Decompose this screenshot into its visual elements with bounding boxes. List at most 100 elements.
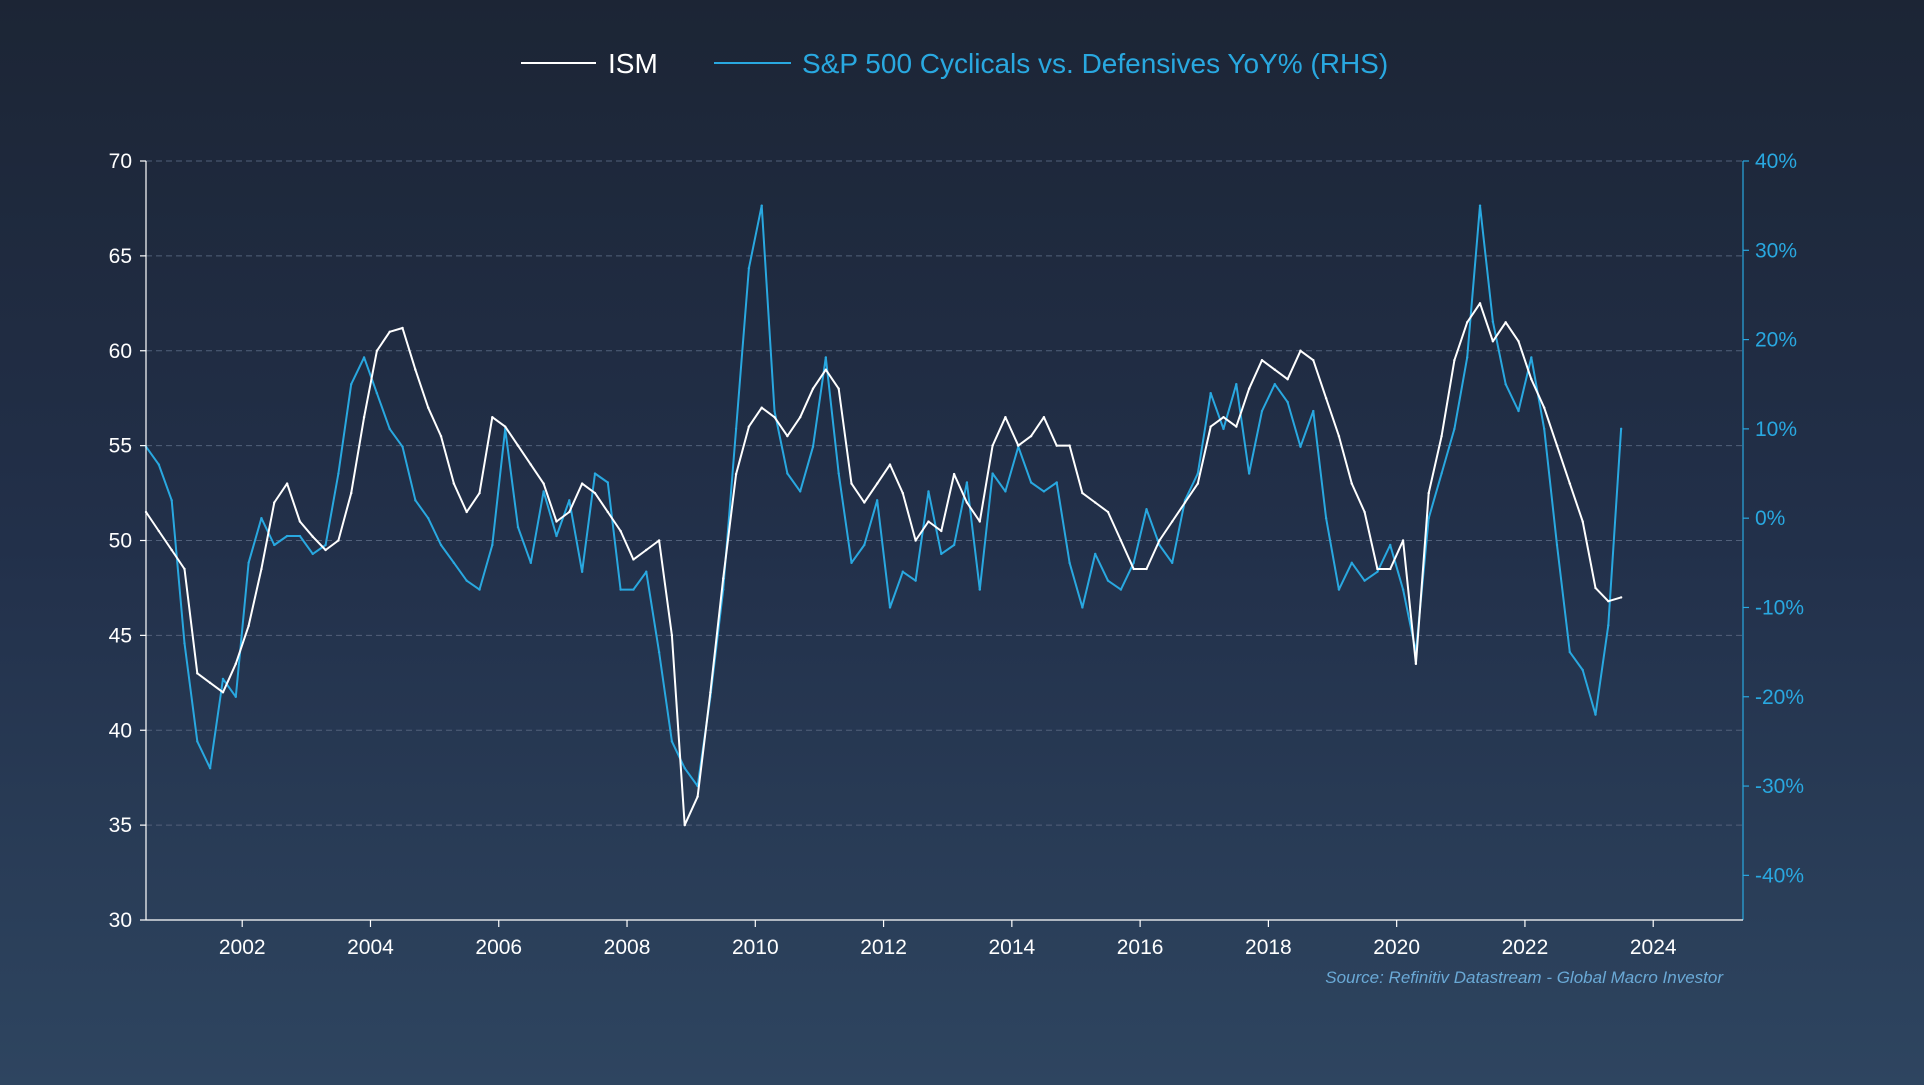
ratio-point	[555, 534, 558, 538]
ratio-point	[247, 561, 250, 565]
ism-point	[568, 510, 571, 514]
ism-point	[1209, 425, 1212, 428]
ratio-point	[1478, 204, 1482, 207]
ratio-point	[580, 570, 584, 573]
ratio-point	[1427, 516, 1430, 520]
ism-point	[1376, 567, 1379, 571]
ism-point	[1170, 520, 1174, 523]
ism-point	[439, 434, 443, 438]
ism-point	[606, 510, 609, 514]
ism-point	[542, 482, 545, 485]
ratio-point	[734, 427, 738, 431]
ism-point	[683, 823, 686, 827]
ism-point	[337, 539, 340, 542]
ratio-point	[375, 391, 379, 395]
ratio-point	[337, 472, 340, 475]
ratio-point	[978, 588, 981, 591]
ism-point	[324, 548, 327, 552]
left-tick-label: 45	[109, 624, 132, 647]
ratio-point	[1209, 391, 1212, 395]
ratio-point	[1042, 490, 1046, 493]
ism-point	[709, 691, 712, 694]
ratio-point	[1453, 427, 1456, 431]
x-tick-label: 2002	[219, 936, 266, 959]
ratio-point	[914, 579, 917, 582]
ism-point	[1119, 539, 1123, 542]
ism-point	[260, 567, 263, 571]
ism-point	[760, 406, 763, 409]
ratio-point	[1491, 320, 1495, 323]
ratio-point	[875, 499, 879, 502]
ratio-point	[273, 543, 276, 547]
ism-point	[1004, 415, 1007, 419]
ism-point	[1594, 586, 1597, 590]
ratio-point	[965, 481, 969, 484]
ism-point	[170, 548, 173, 552]
ratio-point	[1504, 383, 1507, 386]
ratio-point	[1376, 570, 1379, 573]
ratio-point	[670, 740, 674, 743]
ism-point	[157, 529, 161, 533]
x-tick-label: 2024	[1630, 936, 1677, 959]
ratio-point	[234, 695, 237, 698]
left-tick-label: 30	[109, 909, 132, 932]
right-tick-label: 10%	[1755, 418, 1797, 441]
ism-point	[965, 501, 969, 504]
ratio-point	[683, 767, 686, 770]
ism-point	[786, 434, 789, 438]
ism-point	[952, 472, 956, 476]
ism-point	[478, 491, 481, 495]
ism-point	[234, 662, 237, 666]
ism-point	[1466, 321, 1469, 324]
left-tick-label: 40	[109, 719, 132, 742]
ratio-point	[260, 516, 263, 520]
ratio-point	[1196, 472, 1200, 475]
ratio-point	[1350, 561, 1353, 565]
ism-point	[401, 326, 404, 330]
ratio-point	[350, 383, 353, 386]
ism-point	[427, 406, 430, 409]
ratio-point	[1299, 445, 1302, 448]
ratio-point	[1530, 356, 1533, 359]
x-tick-label: 2008	[604, 936, 651, 959]
ratio-point	[773, 409, 776, 413]
right-tick-label: -10%	[1755, 596, 1804, 619]
ratio-point	[1029, 481, 1033, 484]
ratio-point	[1555, 543, 1559, 547]
ism-point	[247, 624, 250, 628]
ratio-point	[837, 472, 840, 475]
ism-point	[465, 510, 468, 514]
ism-point	[1196, 482, 1200, 485]
ratio-point	[170, 499, 173, 502]
ratio-point	[606, 481, 609, 484]
ism-point	[196, 672, 199, 675]
ratio-point	[1466, 356, 1469, 359]
ism-point	[555, 520, 558, 523]
ratio-point	[1312, 409, 1315, 413]
ratio-point	[1324, 516, 1328, 520]
ratio-point	[1094, 552, 1097, 556]
ism-point	[580, 482, 584, 485]
ratio-point	[1594, 713, 1597, 716]
ratio-line	[145, 204, 1623, 788]
ratio-point	[1004, 490, 1007, 493]
left-tick-label: 60	[109, 340, 132, 363]
ratio-point	[1068, 561, 1071, 565]
ism-point	[1440, 434, 1443, 438]
ratio-point	[901, 570, 905, 573]
ism-point	[1427, 491, 1430, 495]
ratio-point	[388, 427, 391, 431]
right-tick-label: 30%	[1755, 239, 1797, 262]
ratio-point	[811, 445, 815, 448]
ratio-point	[632, 588, 635, 591]
ratio-point	[285, 534, 289, 538]
ism-point	[1581, 520, 1584, 523]
ism-point	[1273, 368, 1277, 371]
right-tick-label: -30%	[1755, 775, 1804, 798]
ism-point	[901, 491, 905, 495]
ism-point	[1106, 510, 1110, 514]
ism-point	[1017, 444, 1020, 447]
ism-point	[747, 425, 751, 428]
legend: ISM S&P 500 Cyclicals vs. Defensives YoY…	[521, 48, 1388, 79]
ism-point	[1389, 567, 1392, 571]
